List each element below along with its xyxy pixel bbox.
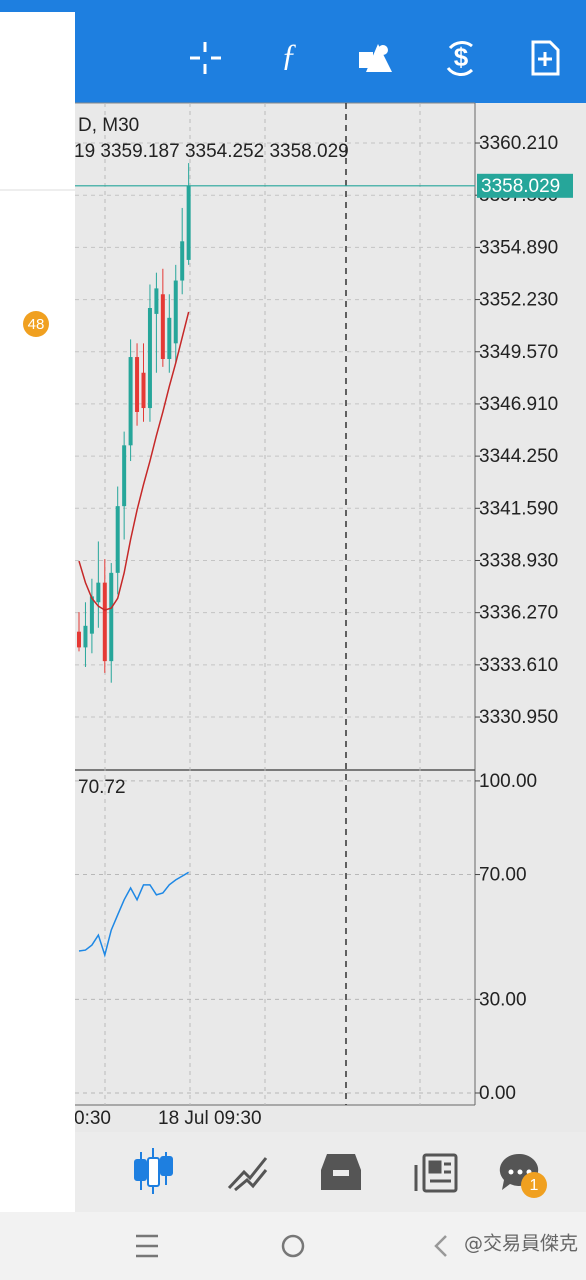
nav-history[interactable] [321,1154,361,1190]
y-tick-label: 3330.950 [479,707,558,728]
y-tick-label: 70.00 [479,865,527,886]
candle-body [128,357,133,446]
objects-icon[interactable] [359,44,392,72]
candle-body [160,294,165,360]
candle-body [154,288,159,314]
status-bar [0,0,586,12]
system-nav [0,1212,586,1280]
moving-average [78,311,190,611]
x-tick-label: 0:30 [74,1108,111,1129]
x-tick-label: 18 Jul 09:30 [158,1108,262,1129]
candle-body [96,582,101,603]
candle-body [109,572,114,662]
y-tick-label: 3338.930 [479,550,558,571]
toolbar [75,12,586,103]
y-tick-label: 3341.590 [479,498,558,519]
candle-body [83,625,88,648]
current-price-label: 3358.029 [481,176,560,197]
nav-trade[interactable] [227,1157,268,1192]
candle-body [115,506,120,573]
candle-body [135,357,140,412]
candle-body [167,317,172,360]
trade-icon[interactable]: $ [446,41,474,76]
candle-body [141,372,146,409]
candle-body [89,596,94,634]
candle-body [186,185,191,260]
drawer-badge [23,311,49,337]
chat-badge-text: 1 [530,1177,539,1194]
symbol-label: D, M30 [78,115,139,136]
y-tick-label: 3360.210 [479,133,558,154]
y-tick-label: 3352.230 [479,290,558,311]
nav-chart[interactable] [134,1148,173,1194]
y-tick-label: 3344.250 [479,446,558,467]
current-price-tag [477,173,573,198]
grid [104,103,421,1105]
side-drawer [0,12,75,1212]
candle-body [102,582,107,662]
candle-body [147,308,152,409]
nav-news[interactable] [414,1153,458,1193]
crosshair-icon[interactable] [190,42,221,74]
candle-body [77,631,81,648]
plot: 3360.2103357.5503354.8903352.2303349.570… [74,133,573,1129]
rsi-line [78,871,190,958]
y-tick-label: 3349.570 [479,342,558,363]
y-tick-label: 3346.910 [479,394,558,415]
candle-body [173,280,178,344]
drawer-badge-text: 48 [28,316,45,333]
sys-back[interactable] [434,1235,447,1257]
chat-badge [521,1172,547,1198]
ohlc-label: 19 3359.187 3354.252 3358.029 [74,141,349,162]
watermark: @交易員傑克 [464,1233,578,1255]
svg-text:$: $ [454,42,469,72]
indicators-icon[interactable]: ƒ [281,36,297,72]
rsi-value: 70.72 [78,777,126,798]
candle-body [180,241,185,281]
new-order-icon[interactable] [531,40,560,76]
y-tick-label: 0.00 [479,1083,516,1104]
y-tick-label: 3333.610 [479,655,558,676]
sys-home[interactable] [281,1234,305,1258]
candle-body [122,445,127,507]
y-tick-label: 3354.890 [479,237,558,258]
sys-menu[interactable] [136,1234,158,1258]
y-tick-label: 100.00 [479,771,537,792]
y-tick-label: 3336.270 [479,603,558,624]
y-tick-label: 30.00 [479,989,527,1010]
